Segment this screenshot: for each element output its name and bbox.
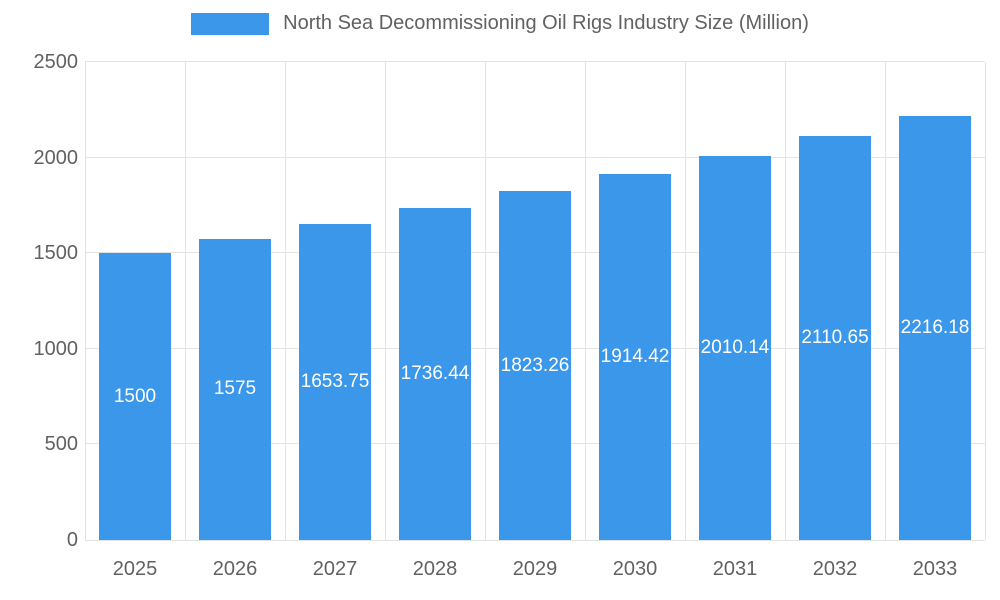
bar-2030[interactable]: 1914.42 [599,173,671,540]
y-tick-label: 1000 [33,337,79,360]
v-gridline [785,62,786,540]
bar-2029[interactable]: 1823.26 [499,191,571,540]
v-gridline [485,62,486,540]
x-tick-label-2033: 2033 [912,558,958,580]
x-tick-label-2030: 2030 [612,558,658,580]
y-tick-label: 1500 [33,242,79,265]
v-gridline [185,62,186,540]
bar-value-label: 1823.26 [500,354,570,376]
v-gridline [585,62,586,540]
v-gridline [384,62,386,540]
plot-area: 1500 1575 1653.75 1736.44 1823.26 1914.42 2010… [85,61,986,541]
x-tick-label-2031: 2031 [712,558,758,580]
bar-value-label: 1500 [113,385,157,407]
x-tick-label-2032: 2032 [812,558,858,580]
x-axis: 2025 2026 2027 2028 2029 2030 2031 2032 2033 [85,558,985,588]
legend-swatch [191,12,270,35]
bar-2025[interactable]: 1500 [98,253,171,540]
v-gridline [885,62,886,540]
v-gridline [85,62,86,540]
bar-2026[interactable]: 1575 [199,238,271,540]
v-gridline [285,62,286,540]
x-tick-label-2027: 2027 [312,558,358,580]
bar-value-label: 1575 [213,378,257,400]
bar-value-label: 1653.75 [300,370,370,392]
chart-title: North Sea Decommissioning Oil Rigs Indus… [283,12,809,34]
v-gridline [684,62,686,540]
x-tick-label-2026: 2026 [212,558,258,580]
bar-2032[interactable]: 2110.65 [799,136,871,540]
bar-value-label: 1736.44 [400,363,470,384]
bar-2031[interactable]: 2010.14 [699,155,771,540]
y-tick-label: 2500 [33,51,79,73]
x-tick-label-2029: 2029 [512,558,558,580]
bar-value-label: 1914.42 [600,345,670,367]
y-tick-label: 0 [66,529,78,551]
bar-2027[interactable]: 1653.75 [299,223,371,540]
bar-value-label: 2110.65 [801,327,869,349]
legend[interactable]: North Sea Decommissioning Oil Rigs Indus… [0,12,1000,35]
bar-value-label: 2216.18 [900,317,970,339]
h-gridline [85,61,985,62]
bar-2028[interactable]: 1736.44 [399,208,471,540]
h-gridline [85,156,985,158]
x-tick-label-2028: 2028 [412,558,458,580]
bar-2033[interactable]: 2216.18 [899,116,971,540]
x-tick-label-2025: 2025 [112,558,158,580]
y-tick-label: 500 [44,433,78,456]
v-gridline [985,62,986,540]
bar-value-label: 2010.14 [700,336,770,358]
y-tick-label: 2000 [33,146,79,169]
y-axis: 0 500 1000 1500 2000 2500 [0,51,79,551]
